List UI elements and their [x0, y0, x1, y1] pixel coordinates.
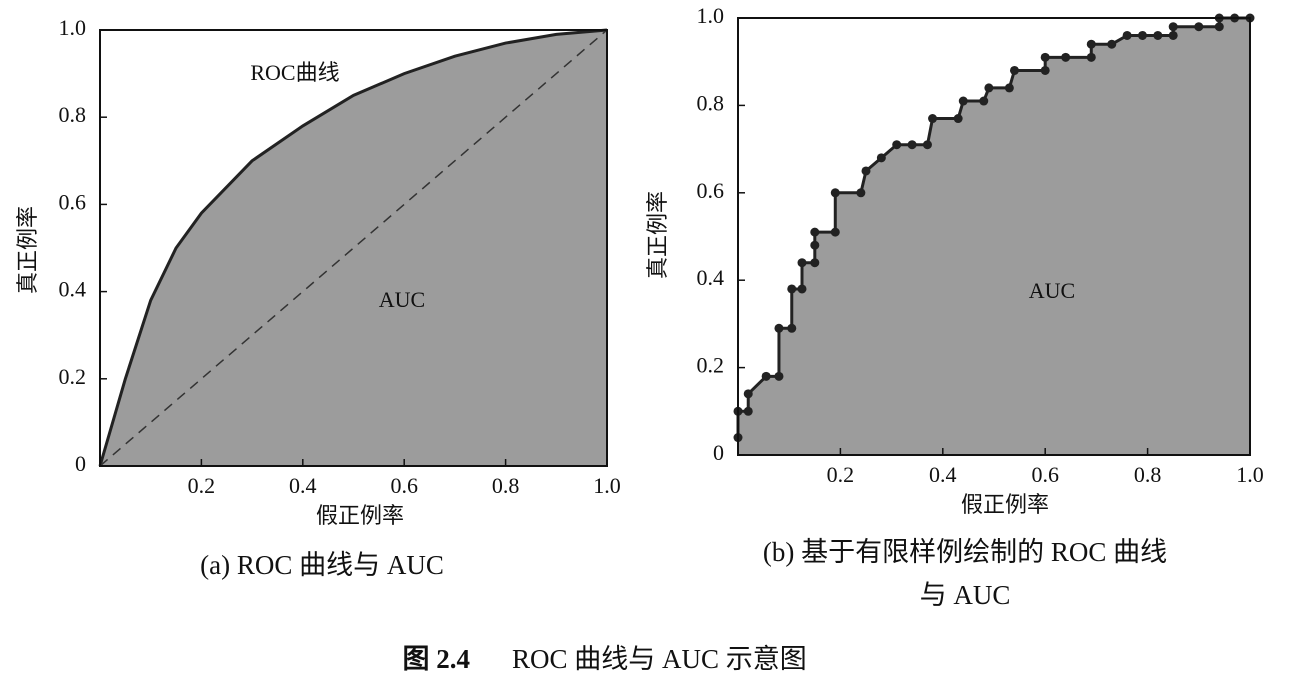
x-tick-label: 1.0 — [1236, 462, 1264, 487]
auc-area — [738, 18, 1250, 455]
point — [1009, 65, 1019, 75]
y-tick-label: 0 — [75, 451, 86, 476]
point — [958, 96, 968, 106]
point — [892, 140, 902, 150]
point — [774, 371, 784, 381]
annotation: AUC — [1029, 278, 1075, 303]
point — [922, 140, 932, 150]
point — [743, 406, 753, 416]
x-tick-label: 1.0 — [593, 473, 621, 498]
point — [1086, 52, 1096, 62]
y-tick-label: 0.2 — [697, 353, 725, 378]
point — [1004, 83, 1014, 93]
point — [928, 114, 938, 124]
x-tick-label: 0.2 — [827, 462, 855, 487]
plot-frame — [99, 29, 608, 467]
x-tick-label: 0.8 — [492, 473, 520, 498]
point — [810, 240, 820, 250]
y-tick-label: 0 — [713, 440, 724, 465]
x-tick-label: 0.4 — [289, 473, 317, 498]
point — [810, 258, 820, 268]
x-axis-label: 假正例率 — [961, 492, 1049, 517]
point — [1137, 30, 1147, 40]
point — [861, 166, 871, 176]
point — [797, 284, 807, 294]
point — [876, 153, 886, 163]
y-tick-label: 0.8 — [59, 102, 87, 127]
point — [1107, 39, 1117, 49]
figure-caption: ROC 曲线与 AUC 示意图 — [512, 644, 807, 674]
point — [856, 188, 866, 198]
point — [830, 227, 840, 237]
roc-curve — [98, 28, 608, 467]
point — [810, 227, 820, 237]
point — [797, 258, 807, 268]
x-tick-label: 0.8 — [1134, 462, 1162, 487]
x-tick-label: 0.4 — [929, 462, 957, 487]
y-tick-label: 0.4 — [697, 265, 725, 290]
point — [953, 114, 963, 124]
y-tick-label: 1.0 — [59, 15, 87, 40]
point — [1194, 22, 1204, 32]
point — [1040, 65, 1050, 75]
x-tick-label: 0.6 — [390, 473, 418, 498]
point — [743, 389, 753, 399]
x-tick-label: 0.2 — [188, 473, 216, 498]
y-axis-label: 真正例率 — [15, 206, 40, 294]
y-tick-label: 0.8 — [697, 90, 725, 115]
point — [1040, 52, 1050, 62]
chart-caption: 与 AUC — [920, 580, 1011, 610]
y-tick-label: 0.4 — [59, 277, 87, 302]
point — [1153, 30, 1163, 40]
x-axis-label: 假正例率 — [316, 503, 404, 528]
figure-label: 图 2.4 — [403, 644, 471, 674]
point — [1168, 30, 1178, 40]
point — [907, 140, 917, 150]
point — [787, 284, 797, 294]
point — [1061, 52, 1071, 62]
y-tick-label: 0.6 — [697, 178, 725, 203]
annotation: AUC — [379, 287, 425, 312]
chart-caption: (b) 基于有限样例绘制的 ROC 曲线 — [763, 537, 1167, 567]
point — [1122, 30, 1132, 40]
point — [761, 371, 771, 381]
plot-frame — [737, 17, 1251, 456]
x-tick-label: 0.6 — [1031, 462, 1059, 487]
point — [787, 323, 797, 333]
point — [774, 323, 784, 333]
y-tick-label: 1.0 — [697, 3, 725, 28]
y-tick-label: 0.2 — [59, 364, 87, 389]
point — [1214, 22, 1224, 32]
y-axis-label: 真正例率 — [645, 191, 670, 279]
y-tick-label: 0.6 — [59, 189, 87, 214]
point — [979, 96, 989, 106]
point — [830, 188, 840, 198]
point — [1086, 39, 1096, 49]
diagonal-line — [99, 29, 608, 467]
chart-caption: (a) ROC 曲线与 AUC — [200, 550, 444, 580]
point — [984, 83, 994, 93]
point — [1168, 22, 1178, 32]
annotation: ROC曲线 — [250, 60, 339, 85]
